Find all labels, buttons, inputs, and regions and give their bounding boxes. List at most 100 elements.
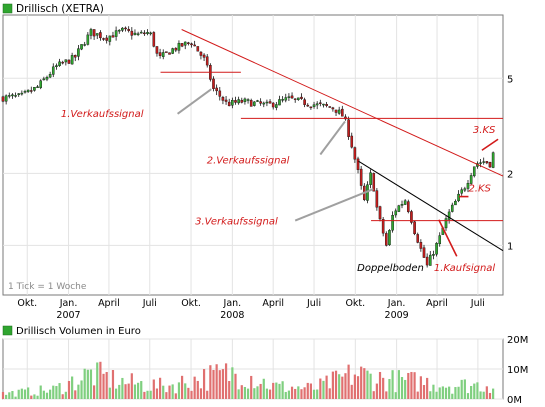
price-candle xyxy=(237,96,240,105)
price-candle xyxy=(89,27,93,40)
candle-body xyxy=(284,97,288,101)
price-candle xyxy=(416,232,420,244)
volume-bar xyxy=(61,394,64,399)
price-candle xyxy=(130,27,134,40)
volume-bar xyxy=(168,385,171,399)
candle-body xyxy=(372,173,376,192)
candle-body xyxy=(212,78,215,89)
candle-body xyxy=(385,233,388,246)
candle-body xyxy=(99,32,102,39)
price-candle xyxy=(20,90,24,96)
volume-bar xyxy=(331,371,334,399)
candle-body xyxy=(466,182,470,189)
volume-bar xyxy=(177,382,181,399)
trend-lines xyxy=(160,29,504,252)
volume-bar xyxy=(312,389,316,399)
annotation-arrow xyxy=(438,219,458,257)
candle-body xyxy=(51,66,55,75)
price-candle xyxy=(337,106,341,115)
volume-bar xyxy=(476,382,479,399)
volume-bar xyxy=(470,385,473,399)
price-candle xyxy=(143,30,146,36)
volume-bar xyxy=(42,390,45,399)
candle-body xyxy=(187,42,190,44)
volume-bar xyxy=(444,387,448,399)
candle-body xyxy=(180,43,184,47)
price-candle xyxy=(165,51,168,53)
volume-bar xyxy=(400,377,404,399)
price-candle xyxy=(205,54,209,68)
price-candle xyxy=(406,199,410,214)
candle-body xyxy=(400,204,404,206)
price-candle xyxy=(356,156,360,174)
candle-body xyxy=(114,30,118,37)
candle-body xyxy=(121,27,124,31)
volume-bar xyxy=(272,382,275,399)
candle-body xyxy=(67,59,71,64)
volume-bar xyxy=(1,391,5,399)
candle-body xyxy=(224,99,228,102)
volume-bar xyxy=(441,386,444,399)
candle-body xyxy=(36,86,39,88)
candle-body xyxy=(438,235,442,245)
candle-body xyxy=(488,162,492,168)
price-candle xyxy=(391,211,394,233)
candle-body xyxy=(281,99,284,101)
price-candle xyxy=(111,31,115,38)
candle-body xyxy=(249,100,253,107)
price-candle xyxy=(133,29,137,36)
price-candle xyxy=(319,99,322,107)
price-candle xyxy=(174,47,178,53)
price-candle xyxy=(485,161,489,165)
candle-body xyxy=(193,44,196,47)
volume-bar xyxy=(224,363,228,399)
price-candle xyxy=(190,42,193,48)
volume-bar xyxy=(130,373,133,399)
trend-line-channel-top xyxy=(358,160,504,252)
candle-body xyxy=(190,43,193,46)
price-candle xyxy=(180,43,184,48)
price-candle xyxy=(240,97,244,104)
candle-body xyxy=(406,201,410,212)
price-candle xyxy=(33,87,36,92)
volume-bar xyxy=(71,376,74,399)
volume-bar xyxy=(451,393,454,399)
volume-bar xyxy=(448,386,451,399)
price-candle xyxy=(80,44,83,51)
price-candle xyxy=(11,93,14,99)
volume-bar xyxy=(49,389,52,399)
candle-body xyxy=(268,101,272,104)
volume-y-tick-label: 0M xyxy=(507,395,522,406)
candle-body xyxy=(58,61,61,66)
price-candle xyxy=(256,99,259,102)
price-candle xyxy=(149,31,152,36)
volume-bar xyxy=(410,371,413,399)
volume-bar xyxy=(187,387,190,399)
candle-body xyxy=(77,48,80,57)
volume-bar xyxy=(438,387,441,399)
volume-bar xyxy=(309,383,312,399)
price-candle xyxy=(183,41,187,50)
volume-bar xyxy=(93,385,96,399)
volume-bar xyxy=(165,392,168,399)
volume-bar xyxy=(162,385,165,399)
candle-body xyxy=(253,101,256,106)
price-candle xyxy=(23,89,27,94)
price-candle xyxy=(322,103,325,108)
candle-body xyxy=(341,108,344,117)
price-candle xyxy=(177,40,181,54)
candle-body xyxy=(130,30,134,36)
volume-bar xyxy=(463,379,466,399)
candle-body xyxy=(337,109,341,114)
candle-body xyxy=(369,172,372,185)
volume-bar xyxy=(300,389,303,399)
volume-bar xyxy=(33,394,36,399)
volume-bar xyxy=(140,381,143,399)
volume-bar xyxy=(149,390,152,399)
candle-body xyxy=(413,221,416,235)
volume-bar xyxy=(341,376,344,399)
price-candle xyxy=(463,186,467,193)
price-candle xyxy=(14,92,17,98)
volume-bar xyxy=(290,386,294,399)
volume-bar xyxy=(83,368,86,399)
